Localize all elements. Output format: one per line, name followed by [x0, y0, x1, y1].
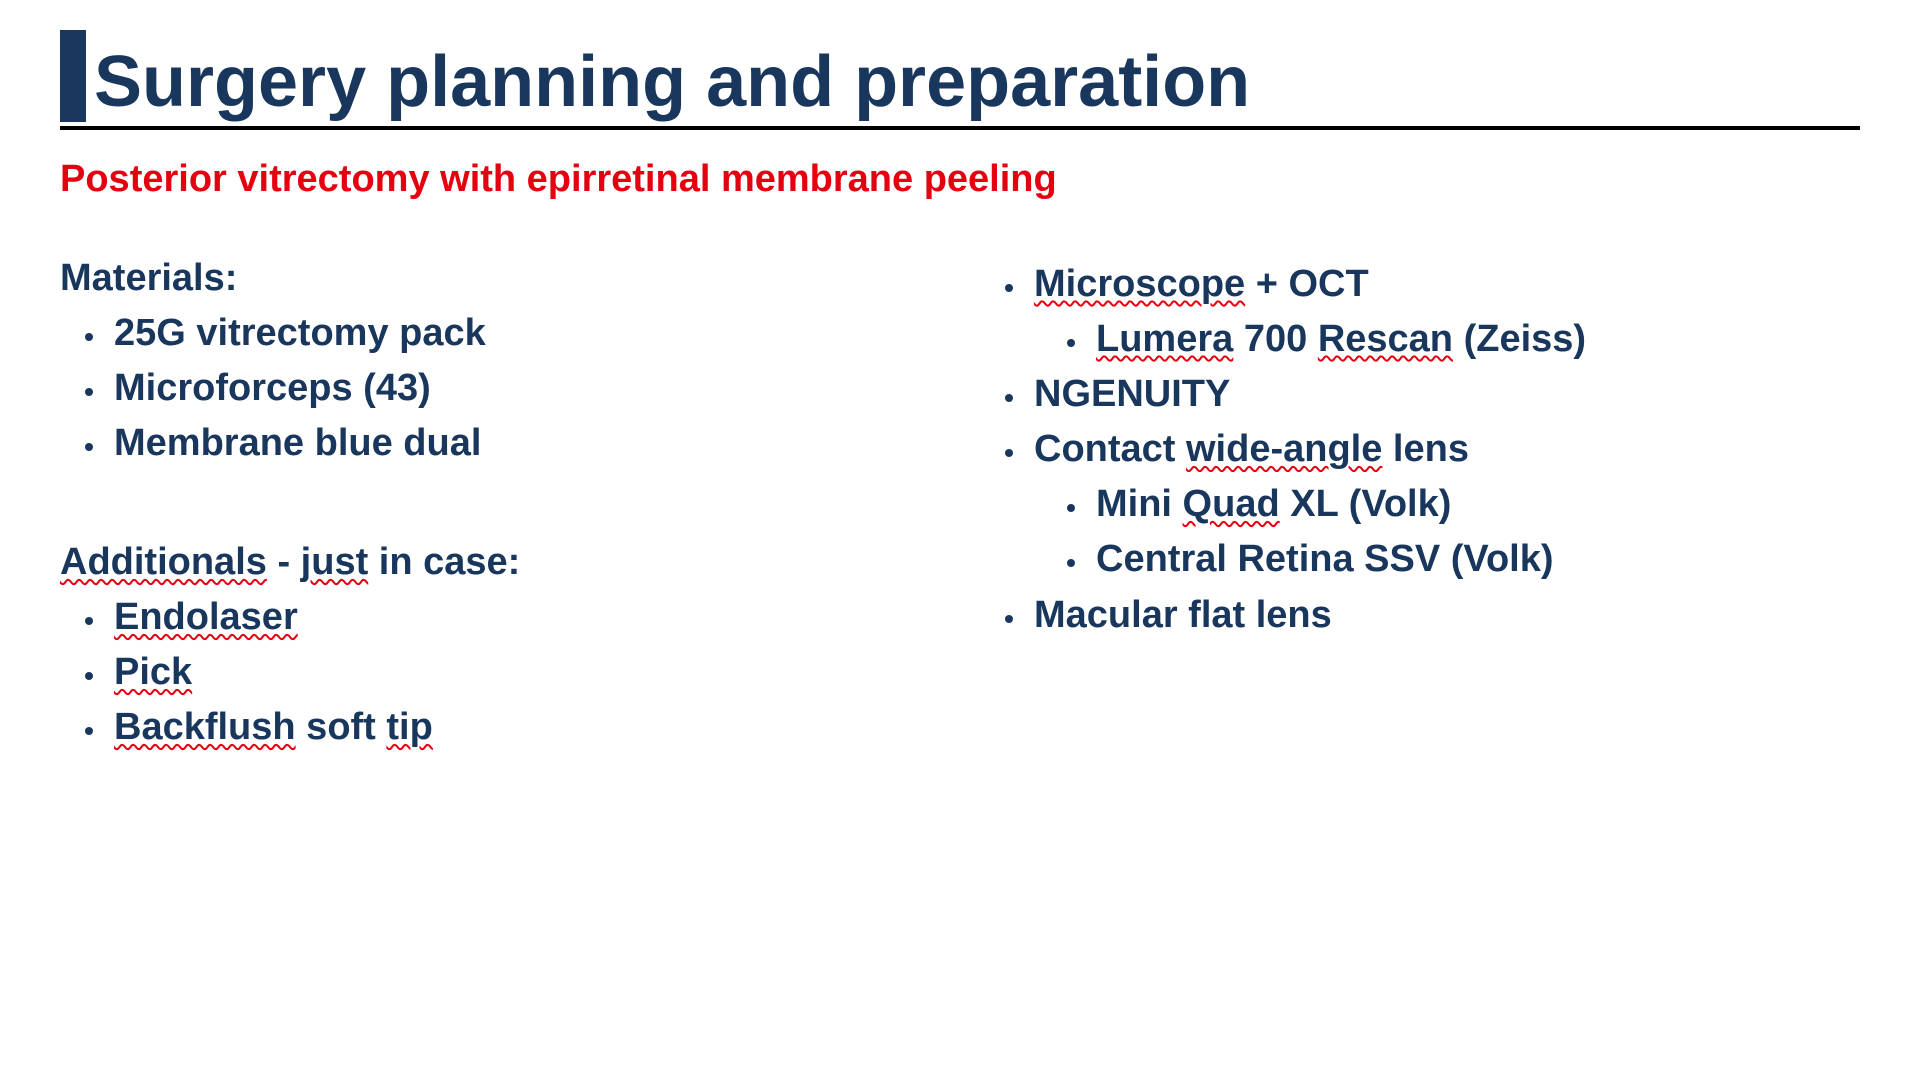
content-columns: Materials: 25G vitrectomy pack Microforc…: [60, 257, 1860, 756]
spellcheck-word: Pick: [114, 651, 192, 693]
list-item: Backflush soft tip: [108, 700, 940, 755]
list-item: Pick: [108, 645, 940, 700]
materials-heading: Materials:: [60, 257, 940, 300]
page-title: Surgery planning and preparation: [94, 46, 1250, 122]
subtitle: Posterior vitrectomy with epirretinal me…: [60, 158, 1860, 201]
spellcheck-word: Lumera: [1096, 318, 1233, 360]
right-column: Microscope + OCT Lumera 700 Rescan (Zeis…: [980, 257, 1860, 756]
additionals-heading: Additionals - just in case:: [60, 541, 940, 584]
additionals-list: Endolaser Pick Backflush soft tip: [60, 590, 940, 755]
spellcheck-word: Quad: [1183, 483, 1280, 525]
title-accent-bar: [60, 30, 86, 122]
list-item: NGENUITY: [1028, 367, 1860, 422]
equipment-list: Microscope + OCT Lumera 700 Rescan (Zeis…: [980, 257, 1860, 643]
text: Mini: [1096, 483, 1183, 525]
text: soft: [296, 706, 387, 748]
spellcheck-word: Rescan: [1318, 318, 1453, 360]
text: (Zeiss): [1453, 318, 1586, 360]
list-item: Membrane blue dual: [108, 416, 940, 471]
spellcheck-word: tip: [386, 706, 432, 748]
text: 700: [1233, 318, 1318, 360]
nested-list: Lumera 700 Rescan (Zeiss): [1034, 312, 1860, 367]
spellcheck-word: Backflush: [114, 706, 296, 748]
text: -: [267, 541, 301, 583]
list-item: Microscope + OCT Lumera 700 Rescan (Zeis…: [1028, 257, 1860, 367]
left-column: Materials: 25G vitrectomy pack Microforc…: [60, 257, 940, 756]
text: in case:: [368, 541, 520, 583]
list-item: 25G vitrectomy pack: [108, 306, 940, 361]
text: Contact: [1034, 428, 1186, 470]
list-item: Central Retina SSV (Volk): [1090, 532, 1860, 587]
spellcheck-word: Endolaser: [114, 596, 298, 638]
text: lens: [1382, 428, 1469, 470]
list-item: Mini Quad XL (Volk): [1090, 477, 1860, 532]
spellcheck-word: Microscope: [1034, 263, 1245, 305]
list-item: Lumera 700 Rescan (Zeiss): [1090, 312, 1860, 367]
list-item: Microforceps (43): [108, 361, 940, 416]
title-row: Surgery planning and preparation: [60, 30, 1860, 130]
list-item: Endolaser: [108, 590, 940, 645]
list-item: Macular flat lens: [1028, 588, 1860, 643]
materials-list: 25G vitrectomy pack Microforceps (43) Me…: [60, 306, 940, 471]
text: + OCT: [1245, 263, 1369, 305]
slide: Surgery planning and preparation Posteri…: [0, 0, 1920, 1080]
text: XL (Volk): [1280, 483, 1452, 525]
spellcheck-word: wide-angle: [1186, 428, 1382, 470]
list-item: Contact wide-angle lens Mini Quad XL (Vo…: [1028, 422, 1860, 587]
spellcheck-word: Additionals: [60, 541, 267, 583]
spellcheck-word: just: [301, 541, 369, 583]
nested-list: Mini Quad XL (Volk) Central Retina SSV (…: [1034, 477, 1860, 587]
